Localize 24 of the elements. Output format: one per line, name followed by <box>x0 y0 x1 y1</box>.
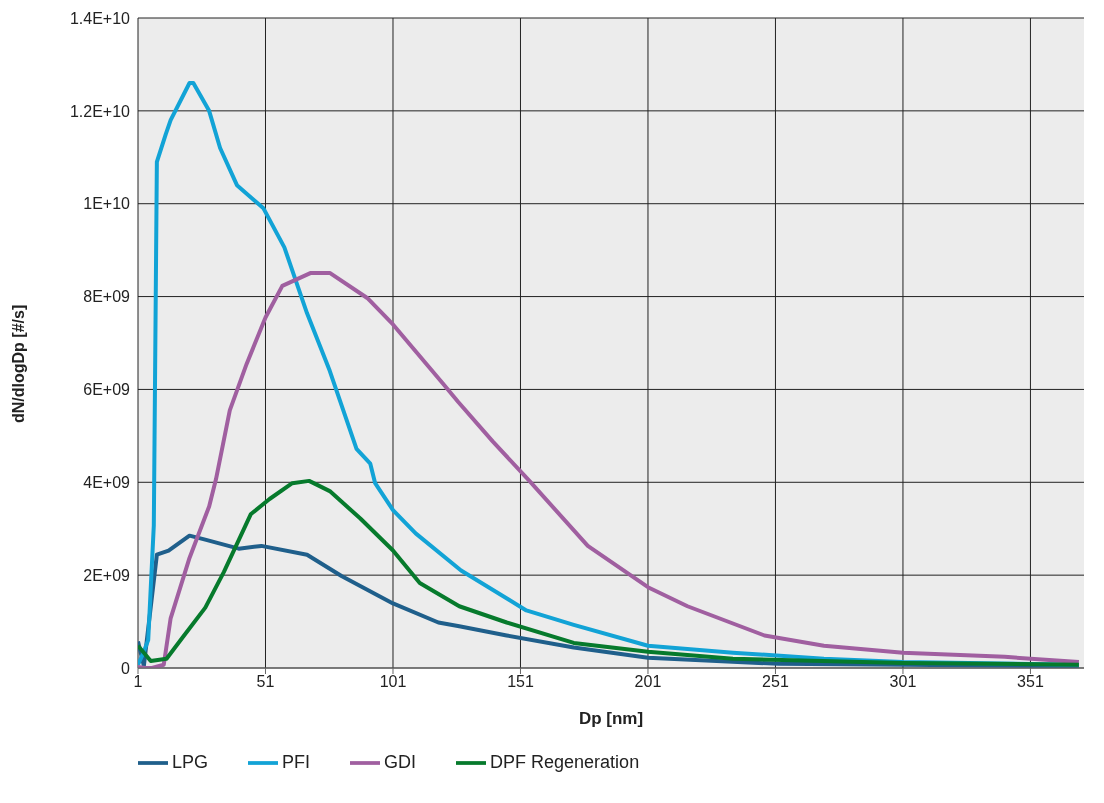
legend-label: GDI <box>384 751 417 772</box>
line-series <box>138 478 1081 667</box>
x-tick-label: 151 <box>507 673 534 691</box>
y-tick-label: 1E+10 <box>83 195 131 213</box>
y-tick-label: 2E+09 <box>83 566 131 584</box>
x-tick-label: 51 <box>256 673 275 691</box>
x-tick-label: 301 <box>889 673 917 691</box>
x-tick-label: 1 <box>133 673 143 691</box>
y-axis-title: dN/dlogDp [#/s] <box>9 304 27 423</box>
y-tick-label: 8E+09 <box>83 288 131 306</box>
legend-label: DPF Regeneration <box>490 751 640 772</box>
x-tick-label: 201 <box>634 673 662 691</box>
x-tick-label: 251 <box>762 673 789 691</box>
y-tick-label: 4E+09 <box>83 473 131 491</box>
x-tick-label: 101 <box>379 673 407 691</box>
x-tick-label: 351 <box>1017 673 1044 691</box>
line-series <box>138 270 1081 668</box>
y-tick-label: 0 <box>121 659 131 677</box>
legend-label: PFI <box>282 751 311 772</box>
legend-label: LPG <box>172 751 209 772</box>
y-tick-label: 1.2E+10 <box>69 102 131 120</box>
y-tick-label: 1.4E+10 <box>69 9 131 27</box>
x-axis-title: Dp [nm] <box>578 709 644 728</box>
y-tick-label: 6E+09 <box>83 381 131 399</box>
